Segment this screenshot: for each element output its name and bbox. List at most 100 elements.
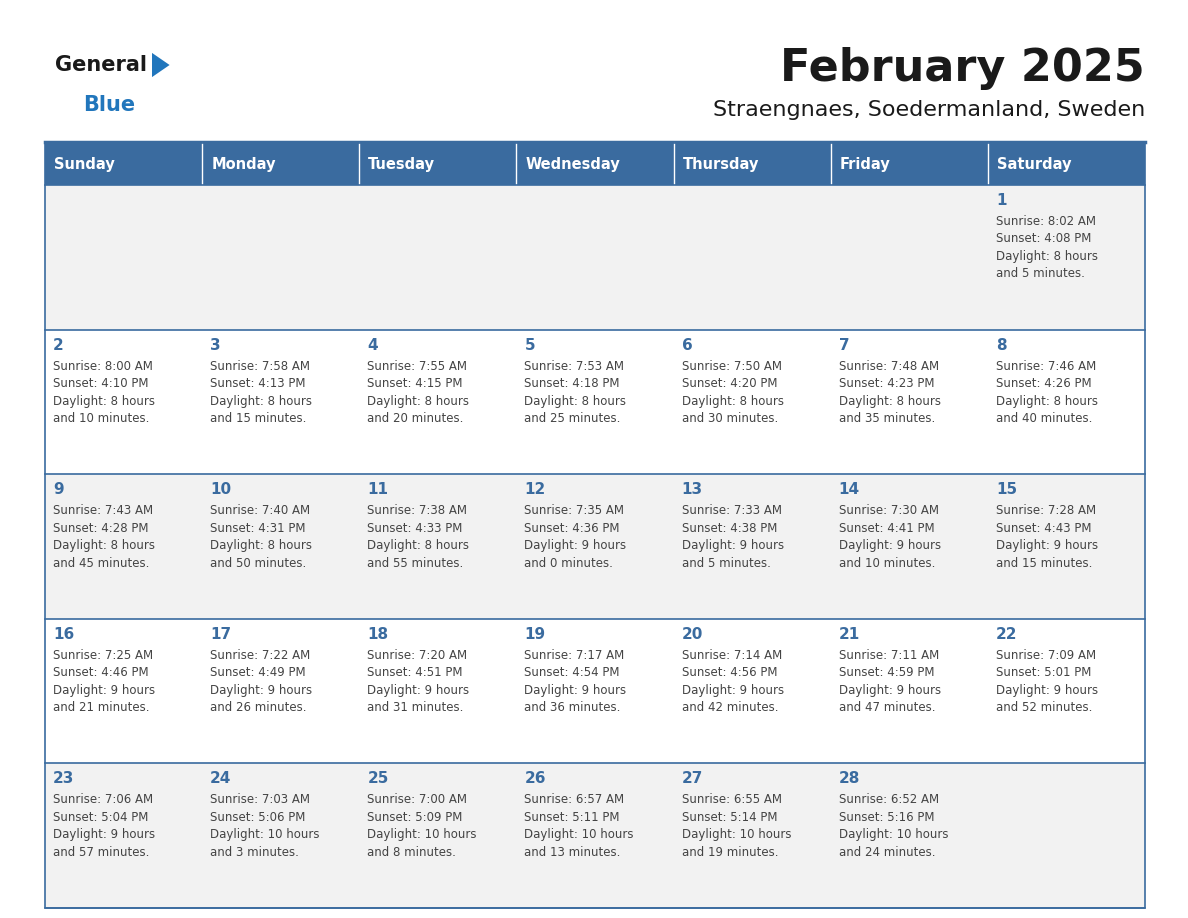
Text: Sunrise: 7:40 AM: Sunrise: 7:40 AM	[210, 504, 310, 517]
Text: Friday: Friday	[840, 156, 891, 172]
Text: Sunset: 4:20 PM: Sunset: 4:20 PM	[682, 377, 777, 390]
Text: 9: 9	[53, 482, 64, 498]
Text: and 50 minutes.: and 50 minutes.	[210, 556, 307, 570]
Text: Sunrise: 6:57 AM: Sunrise: 6:57 AM	[524, 793, 625, 806]
Text: Sunrise: 7:50 AM: Sunrise: 7:50 AM	[682, 360, 782, 373]
Text: 7: 7	[839, 338, 849, 353]
Text: Daylight: 9 hours: Daylight: 9 hours	[524, 684, 626, 697]
Text: and 5 minutes.: and 5 minutes.	[682, 556, 771, 570]
Text: 28: 28	[839, 771, 860, 787]
Text: and 55 minutes.: and 55 minutes.	[367, 556, 463, 570]
Bar	[45, 143, 202, 185]
Text: 17: 17	[210, 627, 232, 642]
Text: February 2025: February 2025	[781, 47, 1145, 89]
Text: 12: 12	[524, 482, 545, 498]
Text: 8: 8	[996, 338, 1006, 353]
Text: General: General	[55, 55, 147, 75]
Text: Sunrise: 6:55 AM: Sunrise: 6:55 AM	[682, 793, 782, 806]
Text: Sunset: 4:51 PM: Sunset: 4:51 PM	[367, 666, 463, 679]
Text: and 42 minutes.: and 42 minutes.	[682, 701, 778, 714]
Text: and 25 minutes.: and 25 minutes.	[524, 412, 621, 425]
Bar	[45, 764, 1145, 908]
Text: 6: 6	[682, 338, 693, 353]
Text: and 35 minutes.: and 35 minutes.	[839, 412, 935, 425]
Text: Daylight: 8 hours: Daylight: 8 hours	[210, 395, 312, 408]
Text: Sunset: 4:41 PM: Sunset: 4:41 PM	[839, 521, 934, 534]
Text: Sunrise: 7:35 AM: Sunrise: 7:35 AM	[524, 504, 625, 517]
Bar	[45, 330, 1145, 475]
Text: and 45 minutes.: and 45 minutes.	[53, 556, 150, 570]
Text: Sunset: 4:59 PM: Sunset: 4:59 PM	[839, 666, 934, 679]
Text: Sunrise: 7:46 AM: Sunrise: 7:46 AM	[996, 360, 1097, 373]
Text: Sunset: 5:09 PM: Sunset: 5:09 PM	[367, 811, 462, 823]
Text: Sunset: 4:28 PM: Sunset: 4:28 PM	[53, 521, 148, 534]
Text: and 31 minutes.: and 31 minutes.	[367, 701, 463, 714]
Text: Daylight: 9 hours: Daylight: 9 hours	[53, 684, 156, 697]
Text: Daylight: 10 hours: Daylight: 10 hours	[367, 828, 476, 842]
Text: Sunrise: 7:11 AM: Sunrise: 7:11 AM	[839, 649, 939, 662]
Bar	[45, 619, 1145, 764]
Text: 24: 24	[210, 771, 232, 787]
Text: Daylight: 9 hours: Daylight: 9 hours	[996, 539, 1098, 553]
Text: 21: 21	[839, 627, 860, 642]
Text: Sunrise: 7:55 AM: Sunrise: 7:55 AM	[367, 360, 467, 373]
Text: and 52 minutes.: and 52 minutes.	[996, 701, 1092, 714]
Text: and 36 minutes.: and 36 minutes.	[524, 701, 621, 714]
Text: Sunrise: 7:30 AM: Sunrise: 7:30 AM	[839, 504, 939, 517]
Text: Sunrise: 7:14 AM: Sunrise: 7:14 AM	[682, 649, 782, 662]
Text: Sunset: 4:26 PM: Sunset: 4:26 PM	[996, 377, 1092, 390]
Text: Sunrise: 6:52 AM: Sunrise: 6:52 AM	[839, 793, 939, 806]
Text: Daylight: 8 hours: Daylight: 8 hours	[367, 539, 469, 553]
Text: Daylight: 10 hours: Daylight: 10 hours	[524, 828, 634, 842]
Text: Sunrise: 7:38 AM: Sunrise: 7:38 AM	[367, 504, 467, 517]
Text: Sunset: 5:14 PM: Sunset: 5:14 PM	[682, 811, 777, 823]
Text: and 19 minutes.: and 19 minutes.	[682, 845, 778, 859]
Text: Sunset: 4:10 PM: Sunset: 4:10 PM	[53, 377, 148, 390]
Bar	[674, 143, 830, 185]
Text: and 8 minutes.: and 8 minutes.	[367, 845, 456, 859]
Text: Sunrise: 7:22 AM: Sunrise: 7:22 AM	[210, 649, 310, 662]
Text: and 15 minutes.: and 15 minutes.	[996, 556, 1092, 570]
Text: Daylight: 9 hours: Daylight: 9 hours	[839, 539, 941, 553]
Text: Daylight: 9 hours: Daylight: 9 hours	[53, 828, 156, 842]
Text: Sunset: 4:33 PM: Sunset: 4:33 PM	[367, 521, 462, 534]
Text: and 10 minutes.: and 10 minutes.	[839, 556, 935, 570]
Text: Sunset: 5:04 PM: Sunset: 5:04 PM	[53, 811, 148, 823]
Text: Sunrise: 7:33 AM: Sunrise: 7:33 AM	[682, 504, 782, 517]
Text: and 15 minutes.: and 15 minutes.	[210, 412, 307, 425]
Text: 16: 16	[53, 627, 74, 642]
Text: Saturday: Saturday	[997, 156, 1072, 172]
Text: Sunset: 4:46 PM: Sunset: 4:46 PM	[53, 666, 148, 679]
Text: Daylight: 10 hours: Daylight: 10 hours	[682, 828, 791, 842]
Text: Sunset: 5:11 PM: Sunset: 5:11 PM	[524, 811, 620, 823]
Text: Straengnaes, Soedermanland, Sweden: Straengnaes, Soedermanland, Sweden	[713, 100, 1145, 120]
Text: Sunrise: 7:58 AM: Sunrise: 7:58 AM	[210, 360, 310, 373]
Text: 15: 15	[996, 482, 1017, 498]
Text: 25: 25	[367, 771, 388, 787]
Text: 1: 1	[996, 193, 1006, 208]
Text: Sunset: 4:31 PM: Sunset: 4:31 PM	[210, 521, 305, 534]
Text: Sunset: 5:16 PM: Sunset: 5:16 PM	[839, 811, 934, 823]
Text: Daylight: 8 hours: Daylight: 8 hours	[367, 395, 469, 408]
Polygon shape	[152, 53, 170, 77]
Text: and 13 minutes.: and 13 minutes.	[524, 845, 621, 859]
Text: 11: 11	[367, 482, 388, 498]
Text: and 3 minutes.: and 3 minutes.	[210, 845, 299, 859]
Text: Sunset: 4:15 PM: Sunset: 4:15 PM	[367, 377, 463, 390]
Text: Daylight: 9 hours: Daylight: 9 hours	[210, 684, 312, 697]
Text: Sunset: 5:06 PM: Sunset: 5:06 PM	[210, 811, 305, 823]
Text: Tuesday: Tuesday	[368, 156, 435, 172]
Text: and 24 minutes.: and 24 minutes.	[839, 845, 935, 859]
Text: Daylight: 8 hours: Daylight: 8 hours	[524, 395, 626, 408]
Text: Daylight: 10 hours: Daylight: 10 hours	[839, 828, 948, 842]
Text: Daylight: 10 hours: Daylight: 10 hours	[210, 828, 320, 842]
Text: 10: 10	[210, 482, 232, 498]
Text: Daylight: 8 hours: Daylight: 8 hours	[682, 395, 784, 408]
Text: and 21 minutes.: and 21 minutes.	[53, 701, 150, 714]
Bar	[517, 143, 674, 185]
Text: 27: 27	[682, 771, 703, 787]
Text: and 10 minutes.: and 10 minutes.	[53, 412, 150, 425]
Text: Sunrise: 7:28 AM: Sunrise: 7:28 AM	[996, 504, 1097, 517]
Text: and 20 minutes.: and 20 minutes.	[367, 412, 463, 425]
Text: 22: 22	[996, 627, 1017, 642]
